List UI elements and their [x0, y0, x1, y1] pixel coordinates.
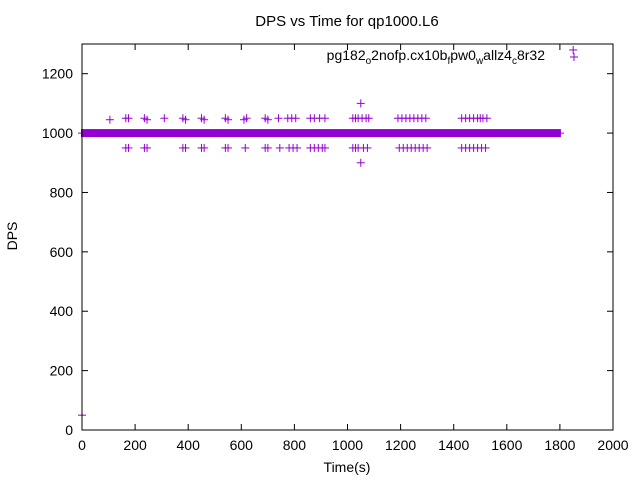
x-tick-label: 0	[78, 437, 86, 453]
data-point	[320, 114, 329, 123]
data-point	[481, 143, 490, 152]
data-point	[181, 115, 190, 124]
x-tick-label: 1600	[491, 437, 522, 453]
y-tick-label: 0	[65, 422, 73, 438]
data-point	[160, 114, 169, 123]
data-point	[275, 143, 284, 152]
x-tick-label: 200	[123, 437, 147, 453]
legend-marker	[570, 53, 578, 61]
y-tick-label: 800	[50, 184, 74, 200]
baseline-series	[78, 129, 564, 138]
data-point	[124, 114, 133, 123]
data-point	[263, 115, 272, 124]
x-tick-label: 2000	[597, 437, 628, 453]
x-tick-label: 400	[177, 437, 201, 453]
legend: pg182o2nofp.cx10bfpw0wallz4c8r32	[327, 47, 578, 67]
data-point	[274, 114, 283, 123]
data-point	[482, 114, 491, 123]
x-tick-label: 800	[283, 437, 307, 453]
data-point	[356, 158, 365, 167]
data-point	[356, 99, 365, 108]
plot-frame	[81, 43, 614, 431]
data-point	[569, 45, 578, 54]
chart-title: DPS vs Time for qp1000.L6	[255, 13, 438, 30]
data-points	[78, 45, 578, 420]
data-point	[124, 143, 133, 152]
data-point	[263, 143, 272, 152]
data-point	[224, 143, 233, 152]
x-axis-label: Time(s)	[324, 459, 371, 475]
data-point	[293, 143, 302, 152]
axis-ticks: 0 200 400 600 800 1000 1200 1400 1600 1800 2000 0 20…	[42, 44, 629, 453]
x-tick-label: 1400	[438, 437, 469, 453]
legend-label: pg182o2nofp.cx10bfpw0wallz4c8r32	[327, 47, 546, 67]
x-tick-label: 600	[230, 437, 254, 453]
data-point	[105, 115, 114, 124]
y-tick-label: 600	[50, 244, 74, 260]
data-point	[421, 114, 430, 123]
data-point	[241, 143, 250, 152]
data-point	[320, 143, 329, 152]
data-point	[143, 143, 152, 152]
data-point	[423, 143, 432, 152]
data-point	[291, 114, 300, 123]
y-tick-label: 1200	[42, 66, 73, 82]
data-point	[200, 115, 209, 124]
y-tick-label: 200	[50, 363, 74, 379]
x-tick-label: 1000	[332, 437, 363, 453]
data-point	[224, 115, 233, 124]
data-point	[143, 115, 152, 124]
data-point	[242, 114, 251, 123]
data-point	[364, 114, 373, 123]
y-axis-label: DPS	[4, 222, 20, 251]
data-point	[181, 143, 190, 152]
y-tick-label: 400	[50, 303, 74, 319]
y-tick-label: 1000	[42, 125, 73, 141]
x-tick-label: 1200	[385, 437, 416, 453]
data-point	[363, 143, 372, 152]
data-point	[200, 143, 209, 152]
x-tick-label: 1800	[544, 437, 575, 453]
